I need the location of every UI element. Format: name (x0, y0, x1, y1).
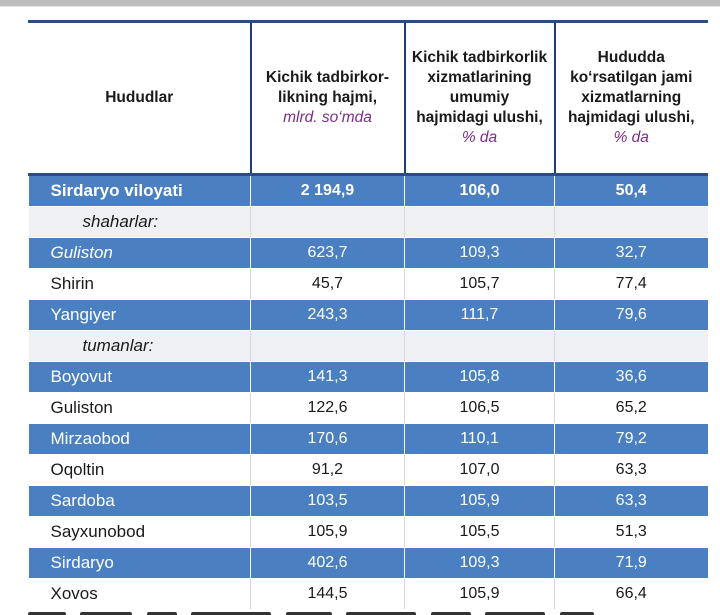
header-share-small-business-label: Kichik tadbirkorlik xizmatlarining umumi… (411, 49, 548, 126)
district-name: Mirzaobod (28, 423, 251, 455)
table-row-district: Sardoba 103,5 105,9 63,3 (28, 485, 708, 517)
footnote-fragment (191, 612, 272, 615)
district-name: Oqoltin (28, 454, 251, 486)
footnote-fragment (485, 612, 546, 615)
district-volume: 402,6 (250, 547, 405, 579)
table-row-district: Sirdaryo 402,6 109,3 71,9 (28, 547, 708, 579)
district-share-small-business: 109,3 (404, 547, 555, 579)
footnote-fragment (430, 612, 471, 615)
district-share-small-business: 105,5 (404, 516, 555, 548)
district-name: Sayxunobod (28, 516, 251, 548)
section-districts-label: tumanlar: (28, 330, 251, 362)
district-volume: 144,5 (250, 578, 405, 610)
city-share-total-services: 79,6 (554, 299, 708, 331)
district-name: Sirdaryo (28, 547, 251, 579)
empty-cell (554, 330, 708, 362)
empty-cell (250, 206, 405, 238)
district-share-total-services: 63,3 (554, 485, 708, 517)
region-share-small-business: 106,0 (404, 174, 555, 207)
header-share-of-small-business: Kichik tadbirkorlik xizmatlarining umumi… (403, 20, 556, 176)
district-name: Sardoba (28, 485, 251, 517)
table-row-district: Xovos 144,5 105,9 66,4 (28, 578, 708, 610)
district-share-small-business: 106,5 (404, 392, 555, 424)
footnote-fragment (346, 612, 417, 615)
district-share-small-business: 105,8 (404, 361, 555, 393)
table-row-district: Mirzaobod 170,6 110,1 79,2 (28, 423, 708, 455)
district-volume: 103,5 (250, 485, 405, 517)
header-share-of-total-services: Hududda ko‘rsatilgan jami xizmatlarning … (553, 20, 708, 176)
city-volume: 623,7 (250, 237, 405, 269)
table-row-district: Boyovut 141,3 105,8 36,6 (28, 361, 708, 393)
city-name: Shirin (28, 268, 251, 300)
region-name: Sirdaryo viloyati (28, 174, 251, 207)
table-row-district: Guliston 122,6 106,5 65,2 (28, 392, 708, 424)
header-share-total-services-label: Hududda ko‘rsatilgan jami xizmatlarning … (567, 49, 695, 126)
section-districts: tumanlar: (28, 330, 708, 362)
header-regions: Hududlar (28, 20, 252, 176)
district-name: Boyovut (28, 361, 251, 393)
city-volume: 45,7 (250, 268, 405, 300)
city-share-small-business: 109,3 (404, 237, 555, 269)
header-volume-label: Kichik tadbirkor-likning hajmi, (265, 69, 390, 106)
district-name: Xovos (28, 578, 251, 610)
district-share-total-services: 66,4 (554, 578, 708, 610)
district-volume: 141,3 (250, 361, 405, 393)
empty-cell (404, 330, 555, 362)
city-name: Yangiyer (28, 299, 251, 331)
table-row-city: Guliston 623,7 109,3 32,7 (28, 237, 708, 269)
footnote-cut-off (28, 603, 707, 615)
district-share-total-services: 71,9 (554, 547, 708, 579)
empty-cell (250, 330, 405, 362)
header-volume-unit: mlrd. so‘mda (283, 109, 372, 126)
district-share-total-services: 79,2 (554, 423, 708, 455)
region-volume: 2 194,9 (250, 174, 405, 207)
district-share-small-business: 105,9 (404, 578, 555, 610)
district-volume: 105,9 (250, 516, 405, 548)
footnote-fragment (80, 612, 133, 615)
footnote-fragment (285, 612, 332, 615)
district-name: Guliston (28, 392, 251, 424)
city-share-total-services: 32,7 (554, 237, 708, 269)
table-row-district: Sayxunobod 105,9 105,5 51,3 (28, 516, 708, 548)
district-volume: 122,6 (250, 392, 405, 424)
city-volume: 243,3 (250, 299, 405, 331)
header-regions-label: Hududlar (105, 89, 174, 106)
footnote-fragment (28, 612, 66, 615)
district-share-small-business: 105,9 (404, 485, 555, 517)
regional-statistics-table: Hududlar Kichik tadbirkor-likning hajmi,… (28, 20, 708, 610)
district-share-total-services: 63,3 (554, 454, 708, 486)
district-share-total-services: 36,6 (554, 361, 708, 393)
region-share-total-services: 50,4 (554, 174, 708, 207)
district-volume: 91,2 (250, 454, 405, 486)
header-share-small-business-unit: % da (461, 129, 498, 146)
district-share-small-business: 110,1 (404, 423, 555, 455)
district-share-total-services: 51,3 (554, 516, 708, 548)
table-row-district: Oqoltin 91,2 107,0 63,3 (28, 454, 708, 486)
section-cities-label: shaharlar: (28, 206, 251, 238)
table-header-row: Hududlar Kichik tadbirkor-likning hajmi,… (28, 20, 708, 176)
table-row-city: Shirin 45,7 105,7 77,4 (28, 268, 708, 300)
footnote-fragment (146, 612, 177, 615)
footnote-fragment (559, 612, 594, 615)
district-share-small-business: 107,0 (404, 454, 555, 486)
header-share-total-services-unit: % da (613, 129, 649, 146)
district-share-total-services: 65,2 (554, 392, 708, 424)
district-volume: 170,6 (250, 423, 405, 455)
empty-cell (404, 206, 555, 238)
city-name: Guliston (28, 237, 251, 269)
city-share-small-business: 111,7 (404, 299, 555, 331)
empty-cell (554, 206, 708, 238)
top-rule (0, 0, 720, 6)
city-share-small-business: 105,7 (404, 268, 555, 300)
header-volume: Kichik tadbirkor-likning hajmi, mlrd. so… (249, 20, 406, 176)
table-row-region-total: Sirdaryo viloyati 2 194,9 106,0 50,4 (28, 174, 708, 207)
top-rule-shadow (0, 6, 720, 7)
city-share-total-services: 77,4 (554, 268, 708, 300)
table-row-city: Yangiyer 243,3 111,7 79,6 (28, 299, 708, 331)
section-cities: shaharlar: (28, 206, 708, 238)
